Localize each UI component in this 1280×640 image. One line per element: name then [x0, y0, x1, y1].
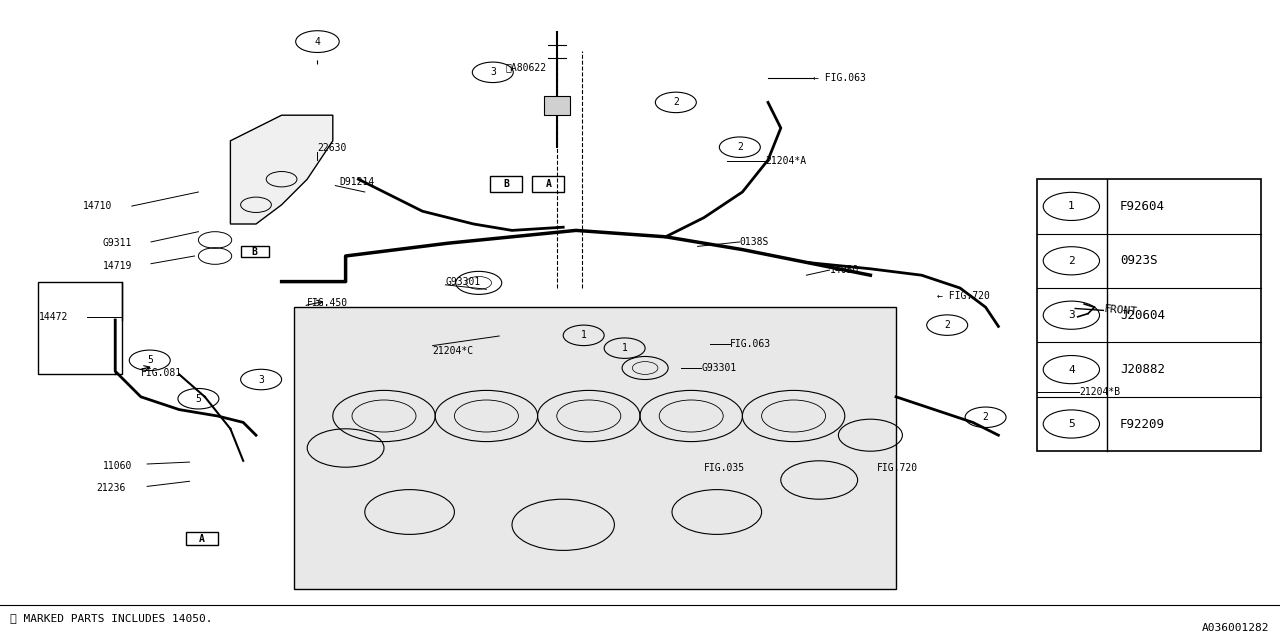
Text: 3: 3: [259, 374, 264, 385]
Text: G93301: G93301: [445, 276, 481, 287]
Text: F92604: F92604: [1120, 200, 1165, 213]
Text: 2: 2: [945, 320, 950, 330]
Text: 5: 5: [1068, 419, 1075, 429]
Text: A: A: [545, 179, 552, 189]
Text: 4: 4: [1068, 365, 1075, 374]
Text: F92209: F92209: [1120, 417, 1165, 431]
Text: A: A: [198, 534, 205, 544]
Text: ← FIG.720: ← FIG.720: [937, 291, 989, 301]
Bar: [38, 282, 122, 374]
Text: 1: 1: [581, 330, 586, 340]
Text: J20882: J20882: [1120, 363, 1165, 376]
Polygon shape: [294, 307, 896, 589]
Text: 2: 2: [673, 97, 678, 108]
Text: 21204*B: 21204*B: [1079, 387, 1120, 397]
Text: 0923S: 0923S: [1120, 254, 1157, 268]
Text: 1: 1: [1068, 202, 1075, 211]
Text: 0138S: 0138S: [740, 237, 769, 247]
Bar: [241, 246, 269, 257]
Text: 2: 2: [983, 412, 988, 422]
Text: ← FIG.063: ← FIG.063: [813, 73, 865, 83]
Text: D91214: D91214: [339, 177, 375, 188]
Text: 4: 4: [315, 36, 320, 47]
Text: FIG.035: FIG.035: [704, 463, 745, 474]
Text: 11060: 11060: [102, 461, 132, 471]
Text: 14472: 14472: [38, 312, 68, 322]
Text: 2: 2: [1068, 256, 1075, 266]
Text: 21204*C: 21204*C: [433, 346, 474, 356]
Text: 22630: 22630: [317, 143, 347, 154]
Polygon shape: [230, 115, 333, 224]
Text: 21236: 21236: [96, 483, 125, 493]
Text: ※A80622: ※A80622: [506, 62, 547, 72]
Bar: [1037, 179, 1261, 451]
Text: A036001282: A036001282: [1202, 623, 1270, 634]
Text: FIG.720: FIG.720: [877, 463, 918, 474]
Text: 14719: 14719: [102, 260, 132, 271]
Text: 3: 3: [1068, 310, 1075, 320]
Text: G9311: G9311: [102, 238, 132, 248]
Text: FIG.063: FIG.063: [730, 339, 771, 349]
Text: 5: 5: [147, 355, 152, 365]
Text: FIG.081: FIG.081: [141, 368, 182, 378]
Text: 5: 5: [196, 394, 201, 404]
Text: B: B: [503, 179, 509, 189]
Text: FIG.450: FIG.450: [307, 298, 348, 308]
Text: 3: 3: [490, 67, 495, 77]
Text: 1: 1: [622, 343, 627, 353]
Text: FRONT: FRONT: [1103, 304, 1138, 317]
Text: G93301: G93301: [701, 363, 737, 373]
Bar: [532, 176, 564, 192]
Text: 2: 2: [737, 142, 742, 152]
Text: ※ MARKED PARTS INCLUDES 14050.: ※ MARKED PARTS INCLUDES 14050.: [10, 612, 212, 623]
Bar: [186, 532, 218, 545]
Text: 21204*A: 21204*A: [765, 156, 806, 166]
Bar: [544, 96, 570, 115]
Text: J20604: J20604: [1120, 308, 1165, 322]
Text: 14050: 14050: [829, 265, 859, 275]
Text: 14710: 14710: [83, 201, 113, 211]
Bar: [490, 176, 522, 192]
Text: B: B: [252, 246, 257, 257]
